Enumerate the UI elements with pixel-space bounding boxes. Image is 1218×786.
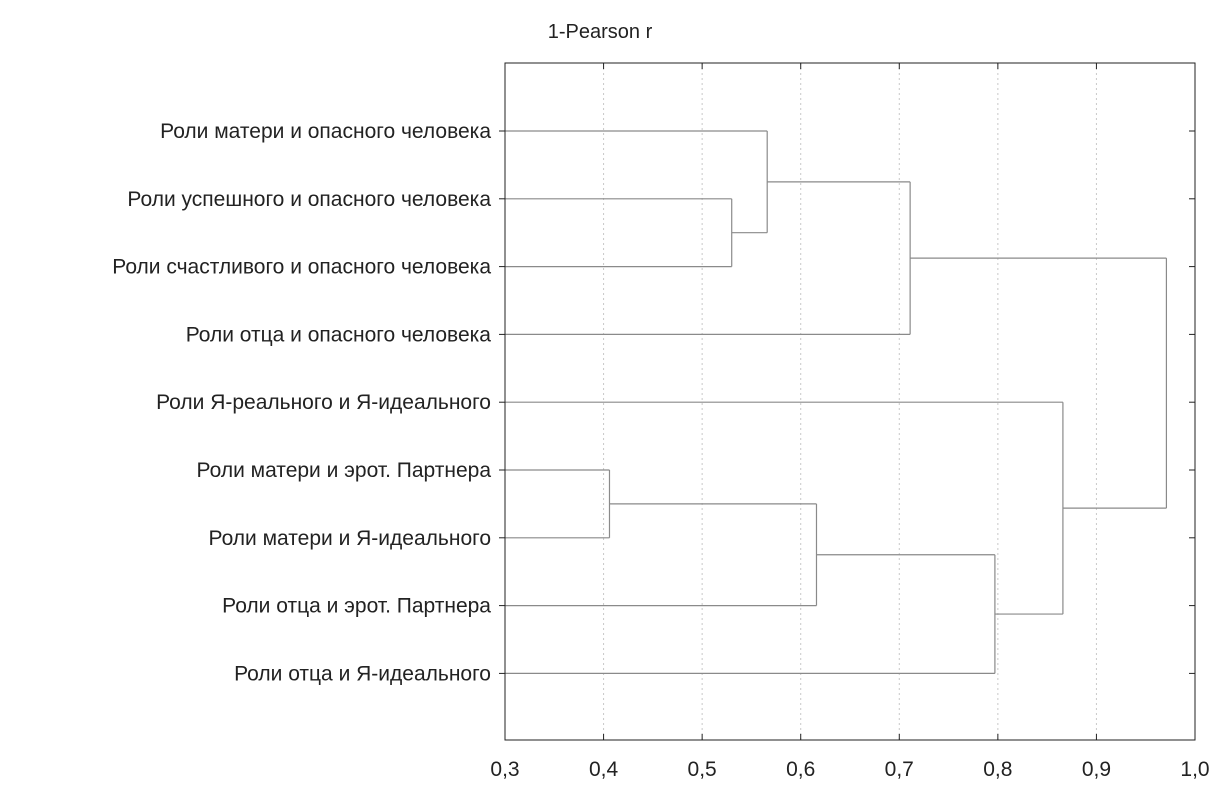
x-tick-label: 0,8 [983, 758, 1012, 781]
dendrogram-links [505, 130, 1168, 675]
x-tick-label: 0,3 [490, 758, 519, 781]
x-tick-label: 0,5 [688, 758, 717, 781]
plot-border [504, 62, 1196, 741]
x-axis-ticks: 0,3 0,4 0,5 0,6 0,7 0,8 0,9 1,0 [490, 63, 1210, 781]
plot-frame [499, 62, 1196, 741]
leaf-label: Роли отца и опасного человека [186, 323, 492, 346]
x-tick-label: 0,9 [1082, 758, 1111, 781]
leaf-label: Роли матери и Я-идеального [209, 527, 492, 550]
leaf-label: Роли отца и Я-идеального [234, 662, 491, 685]
x-tick-label: 1,0 [1180, 758, 1209, 781]
leaf-label: Роли Я-реального и Я-идеального [156, 391, 491, 414]
leaf-labels: Роли матери и опасного человека Роли успе… [112, 120, 491, 685]
x-tick-label: 0,6 [786, 758, 815, 781]
chart-title: 1-Pearson r [548, 21, 653, 43]
leaf-label: Роли матери и опасного человека [160, 120, 491, 143]
leaf-label: Роли счастливого и опасного человека [112, 256, 491, 279]
leaf-label: Роли успешного и опасного человека [127, 188, 491, 211]
x-tick-label: 0,4 [589, 758, 619, 781]
leaf-label: Роли отца и эрот. Партнера [222, 595, 491, 618]
x-tick-label: 0,7 [885, 758, 914, 781]
leaf-label: Роли матери и эрот. Партнера [197, 459, 492, 482]
